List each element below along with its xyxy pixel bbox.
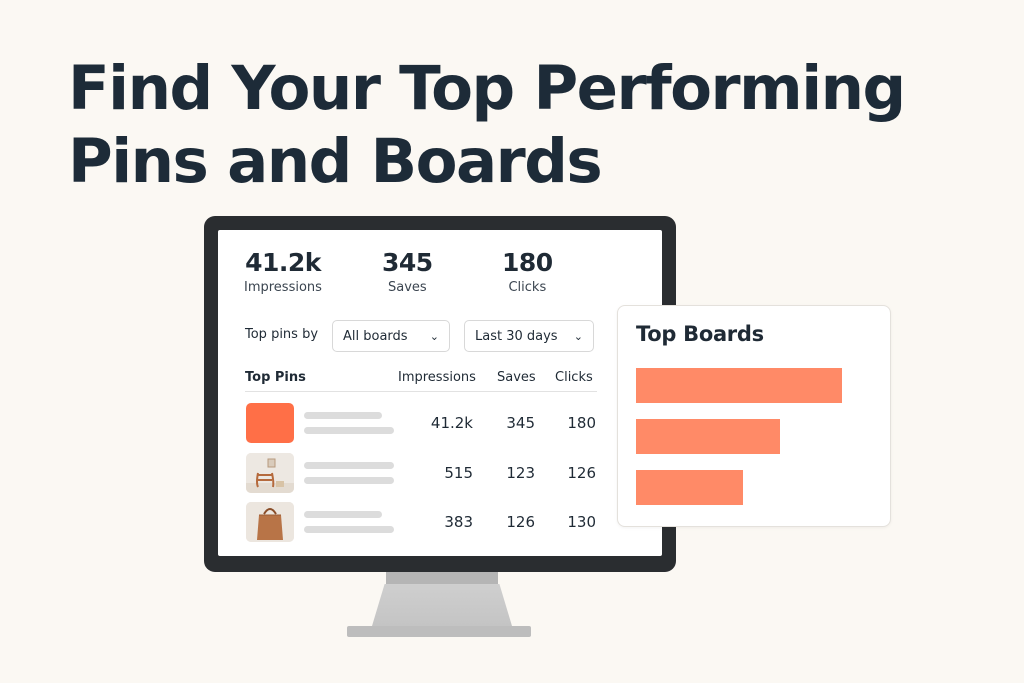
column-header-impressions[interactable]: Impressions [398, 370, 476, 385]
board-select[interactable]: All boards ⌄ [332, 320, 450, 352]
monitor-stand [372, 584, 512, 626]
pin-title-placeholder [304, 412, 382, 419]
cell-saves: 126 [506, 513, 535, 531]
chevron-down-icon: ⌄ [429, 329, 439, 343]
stat-label: Saves [388, 280, 427, 295]
headline-line-1: Find Your Top Performing [68, 53, 906, 124]
stat-value: 345 [382, 248, 433, 277]
chair-photo [246, 453, 294, 493]
pin-subtitle-placeholder [304, 477, 394, 484]
board-bar-1[interactable] [636, 368, 842, 403]
stat-value: 180 [502, 248, 553, 277]
pin-title-placeholder [304, 511, 382, 518]
stat-label: Impressions [244, 280, 322, 295]
date-range-select[interactable]: Last 30 days ⌄ [464, 320, 594, 352]
board-select-value: All boards [343, 328, 408, 344]
top-boards-title: Top Boards [636, 322, 764, 346]
cell-impressions: 515 [444, 464, 473, 482]
stat-label: Clicks [508, 280, 547, 295]
stat-clicks: 180 Clicks [502, 248, 553, 295]
cell-clicks: 180 [567, 414, 596, 432]
column-header-clicks[interactable]: Clicks [555, 370, 593, 385]
cell-saves: 123 [506, 464, 535, 482]
cell-impressions: 383 [444, 513, 473, 531]
pin-title-placeholder [304, 462, 394, 469]
headline-line-2: Pins and Boards [68, 126, 603, 197]
date-range-value: Last 30 days [475, 328, 558, 344]
column-header-top-pins: Top Pins [245, 370, 306, 385]
top-boards-card: Top Boards [617, 305, 891, 527]
pin-thumbnail [246, 403, 294, 443]
headline: Find Your Top Performing Pins and Boards [68, 52, 906, 198]
stat-impressions: 41.2k Impressions [244, 248, 322, 295]
monitor-neck [386, 572, 498, 584]
cell-clicks: 126 [567, 464, 596, 482]
chevron-down-icon: ⌄ [573, 329, 583, 343]
monitor-base [347, 626, 531, 637]
board-bar-2[interactable] [636, 419, 780, 454]
table-row[interactable]: 383 126 130 [218, 502, 662, 542]
header-divider [245, 391, 597, 392]
cell-clicks: 130 [567, 513, 596, 531]
filter-label: Top pins by [245, 327, 319, 342]
column-header-saves[interactable]: Saves [497, 370, 536, 385]
stat-value: 41.2k [245, 248, 321, 277]
pin-subtitle-placeholder [304, 427, 394, 434]
table-row[interactable]: 41.2k 345 180 [218, 403, 662, 443]
analytics-screen: 41.2k Impressions 345 Saves 180 Clicks T… [218, 230, 662, 556]
pin-subtitle-placeholder [304, 526, 394, 533]
table-row[interactable]: 515 123 126 [218, 453, 662, 493]
stat-saves: 345 Saves [382, 248, 433, 295]
cell-impressions: 41.2k [430, 414, 473, 432]
bag-photo [246, 502, 294, 542]
board-bar-3[interactable] [636, 470, 743, 505]
cell-saves: 345 [506, 414, 535, 432]
